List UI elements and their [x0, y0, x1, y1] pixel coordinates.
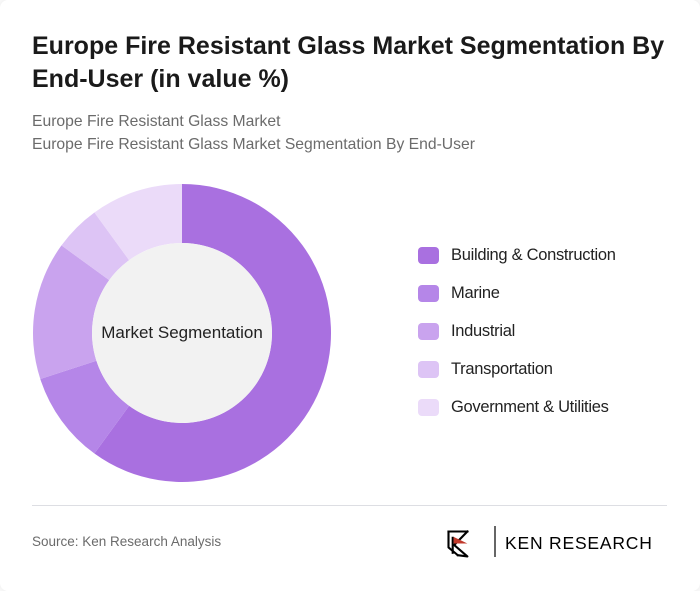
- svg-text:Market Segmentation: Market Segmentation: [101, 323, 263, 342]
- svg-text:KEN RESEARCH: KEN RESEARCH: [505, 533, 653, 553]
